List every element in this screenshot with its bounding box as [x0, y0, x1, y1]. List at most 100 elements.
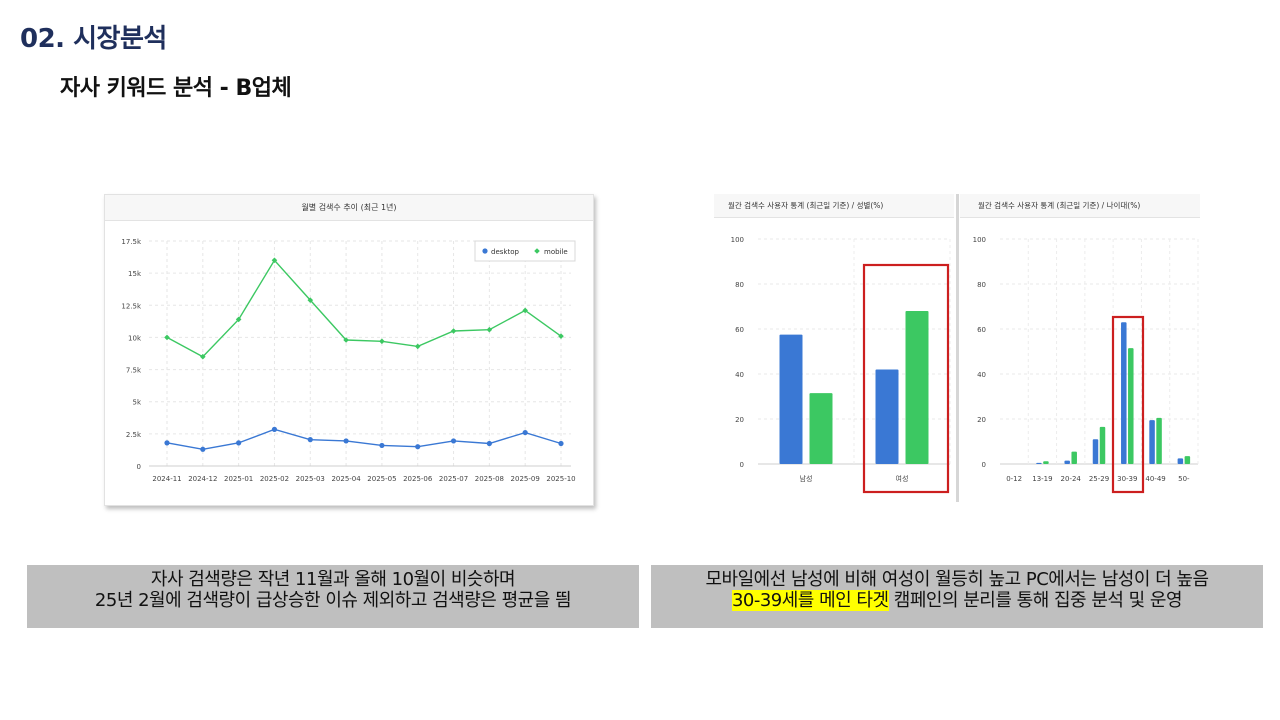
desktop-point: [486, 440, 492, 447]
legend-desktop-marker: [482, 248, 488, 254]
desktop-point: [522, 429, 528, 436]
age-chart-panel: 월간 검색수 사용자 통계 (최근일 기준) / 나이대(%) 0 20 40 60 8…: [960, 194, 1200, 502]
y-tick-label: 20: [977, 416, 986, 424]
bar: [779, 334, 803, 464]
y-tick-label: 40: [977, 371, 986, 379]
y-tick-label: 12.5k: [121, 302, 142, 310]
x-tick-label: 2025-03: [296, 475, 325, 483]
y-tick-label: 5k: [132, 399, 141, 407]
monthly-line-chart: 0 2.5k 5k 7.5k 10k 12.5k 15k 17.5k 2024-11 2024-1…: [121, 238, 576, 483]
monthly-chart-title: 월별 검색수 추이 (최근 1년): [105, 195, 593, 221]
y-tick-label: 17.5k: [121, 238, 142, 246]
bar: [1149, 420, 1155, 464]
x-tick-label: 0-12: [1006, 475, 1022, 483]
x-tick-label: 2025-02: [260, 475, 289, 483]
desktop-point: [307, 437, 313, 443]
desktop-point: [415, 444, 421, 450]
mobile-point: [164, 334, 170, 341]
x-tick-label: 2025-08: [475, 475, 504, 483]
x-tick-label: 2025-06: [403, 475, 433, 483]
right-caption: 모바일에선 남성에 비해 여성이 월등히 높고 PC에서는 남성이 더 높음 3…: [651, 565, 1263, 628]
x-tick-label: 50-: [1178, 475, 1190, 483]
x-tick-label: 2025-09: [511, 475, 540, 483]
desktop-point: [450, 438, 457, 444]
mobile-point: [271, 257, 278, 264]
x-tick-label: 20-24: [1061, 475, 1082, 483]
bar: [1036, 462, 1042, 464]
bar: [1128, 348, 1134, 464]
bar: [809, 393, 833, 464]
bar: [1071, 451, 1077, 464]
y-tick-label: 2.5k: [126, 431, 142, 439]
desktop-point: [164, 440, 170, 446]
bar: [1156, 417, 1162, 464]
desktop-point: [379, 442, 385, 449]
mobile-point: [343, 337, 349, 343]
bar: [1099, 426, 1106, 464]
y-tick-label: 20: [735, 416, 744, 424]
x-tick-label: 2024-11: [152, 475, 181, 483]
left-caption: 자사 검색량은 작년 11월과 올해 10월이 비슷하며 25년 2월에 검색량…: [27, 565, 639, 628]
mobile-point: [235, 316, 242, 323]
x-tick-label: 40-49: [1145, 475, 1165, 483]
x-tick-label: 2025-01: [224, 475, 253, 483]
y-tick-label: 15k: [128, 270, 142, 278]
y-tick-label: 100: [973, 236, 986, 244]
y-tick-label: 0: [740, 461, 744, 469]
y-tick-label: 7.5k: [126, 367, 142, 375]
y-tick-label: 0: [982, 461, 986, 469]
mobile-point: [522, 307, 528, 314]
legend-mobile-marker: [534, 248, 540, 254]
gender-chart-title: 월간 검색수 사용자 통계 (최근일 기준) / 성별(%): [714, 194, 954, 218]
x-tick-label: 2024-12: [188, 475, 217, 483]
monthly-chart-panel: 월별 검색수 추이 (최근 1년) 0 2.5k 5k 7.5k 10k 12.5k 15k…: [104, 194, 594, 506]
right-caption-line2-rest: 캠페인의 분리를 통해 집중 분석 및 운영: [888, 590, 1183, 611]
y-tick-label: 100: [731, 236, 744, 244]
x-tick-label: 여성: [896, 474, 909, 483]
desktop-point: [558, 440, 564, 447]
y-tick-label: 80: [977, 281, 986, 289]
right-caption-line2: 30-39세를 메인 타겟 캠페인의 분리를 통해 집중 분석 및 운영: [651, 590, 1263, 611]
age-chart-title: 월간 검색수 사용자 통계 (최근일 기준) / 나이대(%): [960, 194, 1200, 218]
mobile-point: [200, 353, 206, 360]
mobile-point: [379, 338, 385, 345]
target-highlight: 30-39세를 메인 타겟: [731, 590, 889, 611]
bar: [1177, 458, 1184, 464]
bar: [1064, 460, 1070, 464]
bar: [1184, 456, 1191, 464]
y-tick-label: 60: [977, 326, 986, 334]
bar: [1043, 461, 1049, 464]
desktop-point: [271, 426, 278, 432]
chart-divider: [956, 194, 959, 502]
x-tick-label: 2025-10: [546, 475, 575, 483]
y-tick-label: 40: [735, 371, 744, 379]
desktop-point: [343, 438, 349, 444]
legend-mobile-label: mobile: [544, 248, 568, 256]
x-tick-label: 30-39: [1117, 475, 1137, 483]
left-caption-line1: 자사 검색량은 작년 11월과 올해 10월이 비슷하며: [150, 569, 516, 590]
gender-chart-panel: 월간 검색수 사용자 통계 (최근일 기준) / 성별(%) 0 20 40 60 80…: [714, 194, 954, 502]
left-caption-line2: 25년 2월에 검색량이 급상승한 이슈 제외하고 검색량은 평균을 띔: [94, 590, 572, 611]
age-bar-chart: 0 20 40 60 80 100 0-12 13-19 20-24 25-29 30-39 40-4…: [973, 236, 1199, 494]
y-tick-label: 10k: [128, 334, 142, 342]
legend-box: [474, 240, 576, 262]
bar: [1092, 439, 1099, 464]
y-tick-label: 60: [735, 326, 744, 334]
y-tick-label: 80: [735, 281, 744, 289]
right-caption-line1: 모바일에선 남성에 비해 여성이 월등히 높고 PC에서는 남성이 더 높음: [705, 569, 1209, 590]
desktop-point: [200, 446, 206, 452]
female-highlight-box: [862, 263, 950, 494]
x-tick-label: 2025-04: [331, 475, 361, 483]
legend-desktop-label: desktop: [491, 248, 519, 256]
x-tick-label: 2025-05: [367, 475, 396, 483]
mobile-point: [450, 328, 457, 334]
desktop-point: [236, 440, 242, 446]
mobile-point: [486, 326, 493, 333]
section-title: 02. 시장분석: [20, 24, 167, 54]
y-tick-label: 0: [137, 463, 141, 471]
mobile-point: [414, 343, 421, 350]
x-tick-label: 남성: [800, 474, 813, 483]
sub-title: 자사 키워드 분석 - B업체: [60, 76, 292, 101]
gender-bar-chart: 0 20 40 60 80 100 남성 여성: [731, 236, 951, 494]
mobile-series-line: [166, 259, 562, 358]
